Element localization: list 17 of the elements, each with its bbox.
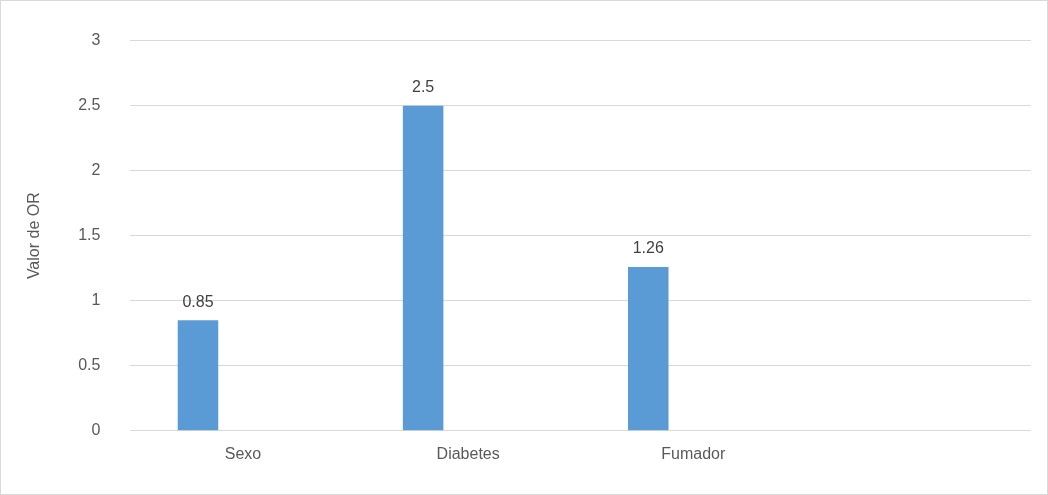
bar <box>177 320 219 431</box>
y-tick-label: 0 <box>91 421 101 439</box>
y-axis-title: Valor de OR <box>25 192 43 280</box>
x-tick-label: Fumador <box>661 444 726 462</box>
y-tick-label: 0.5 <box>78 356 101 374</box>
data-label: 0.85 <box>182 292 214 310</box>
data-label: 2.5 <box>412 78 435 96</box>
y-tick-label: 2.5 <box>78 96 101 114</box>
bar <box>628 266 669 431</box>
x-tick-label: Sexo <box>224 444 262 462</box>
y-tick-label: 3 <box>91 31 101 49</box>
x-tick-label: Diabetes <box>436 444 500 462</box>
y-tick-label: 1 <box>91 291 101 309</box>
bar <box>402 105 444 431</box>
data-label: 1.26 <box>632 239 664 257</box>
y-tick-label: 2 <box>91 161 101 179</box>
y-tick-label: 1.5 <box>78 226 101 244</box>
